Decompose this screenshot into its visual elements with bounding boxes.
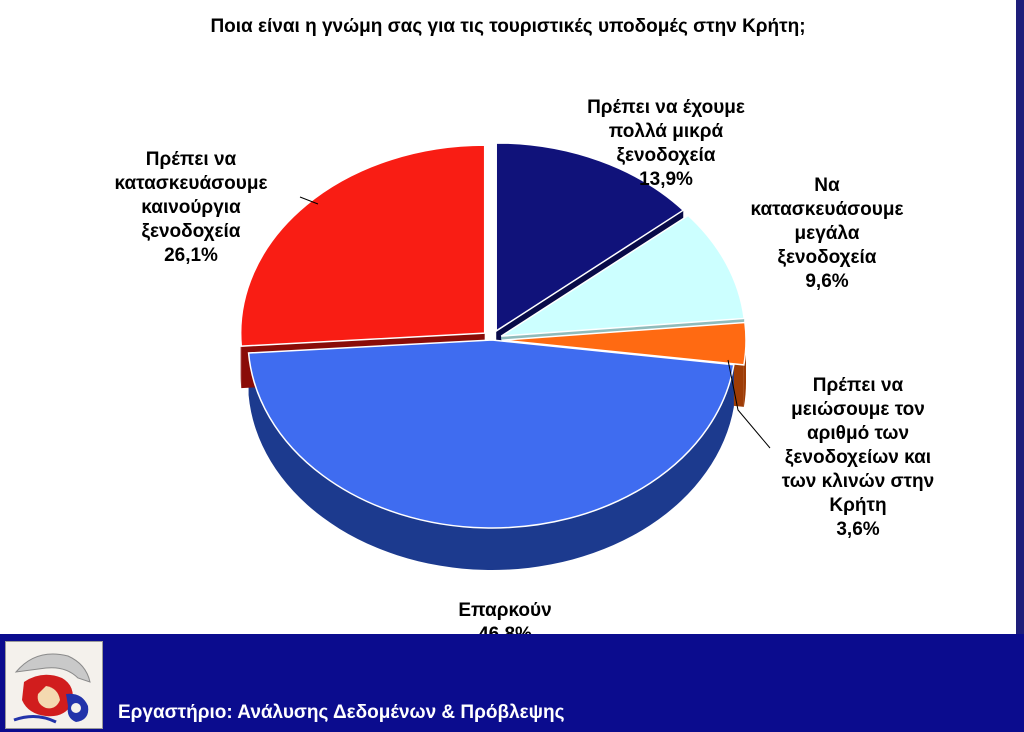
leader-line-reduce <box>727 359 771 449</box>
pie-slice-large-hotels <box>500 214 745 337</box>
window-edge <box>1016 0 1024 634</box>
slice-pct-small-hotels: 13,9% <box>639 169 693 190</box>
pie-slice-new-hotels <box>239 144 486 347</box>
slice-label-new-hotels: Πρέπει να κατασκευάσουμε καινούργια ξενο… <box>86 124 296 292</box>
slice-label-reduce: Πρέπει να μειώσουμε τον αριθμό των ξενοδ… <box>752 350 964 566</box>
pie-slice-small-hotels <box>495 142 685 333</box>
slice-label-new-hotels-text: Πρέπει να κατασκευάσουμε καινούργια ξενο… <box>114 149 268 242</box>
slice-pct-reduce: 3,6% <box>836 519 880 540</box>
footer-lab-name: Εργαστήριο: Ανάλυσης Δεδομένων & Πρόβλεψ… <box>118 702 565 723</box>
pie-side-sufficient <box>248 352 734 570</box>
slice-label-large-hotels-text: Να κατασκευάσουμε μεγάλα ξενοδοχεία <box>750 175 904 268</box>
slice-label-small-hotels-text: Πρέπει να έχουμε πολλά μικρά ξενοδοχεία <box>587 97 745 166</box>
pie-chart <box>239 142 771 570</box>
slice-pct-large-hotels: 9,6% <box>805 271 849 292</box>
slice-label-large-hotels: Να κατασκευάσουμε μεγάλα ξενοδοχεία 9,6% <box>722 150 932 318</box>
footer-bar: Εργαστήριο: Ανάλυσης Δεδομένων & Πρόβλεψ… <box>0 634 1024 732</box>
pie-slice-reduce <box>501 321 747 366</box>
leader-line-new-hotels <box>299 196 319 205</box>
chart-title: Ποια είναι η γνώμη σας για τις τουριστικ… <box>210 16 806 37</box>
slice-pct-new-hotels: 26,1% <box>164 245 218 266</box>
pie-slice-sufficient <box>247 339 735 529</box>
slice-label-small-hotels: Πρέπει να έχουμε πολλά μικρά ξενοδοχεία … <box>562 72 770 216</box>
slice-label-sufficient-text: Επαρκούν <box>458 600 552 621</box>
slice-label-reduce-text: Πρέπει να μειώσουμε τον αριθμό των ξενοδ… <box>781 375 935 516</box>
university-emblem-icon <box>5 641 103 729</box>
